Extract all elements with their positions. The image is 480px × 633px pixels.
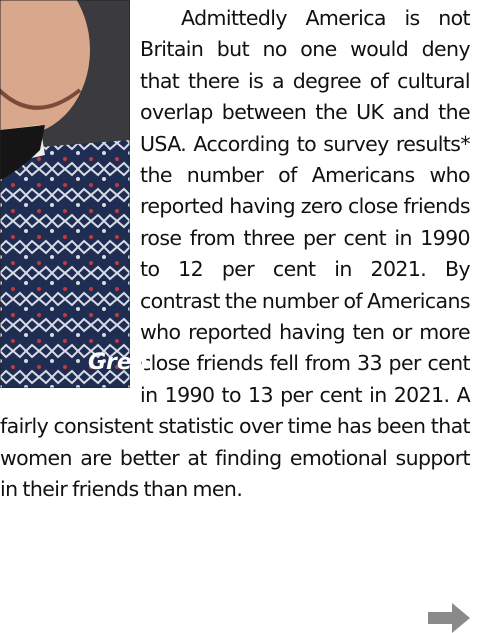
photo-caption: Greg [88,350,148,375]
next-arrow[interactable] [428,603,472,633]
photo: Greg [0,0,130,388]
photo-image [0,0,130,388]
page: Greg Admittedly America is not Britain b… [0,0,480,633]
